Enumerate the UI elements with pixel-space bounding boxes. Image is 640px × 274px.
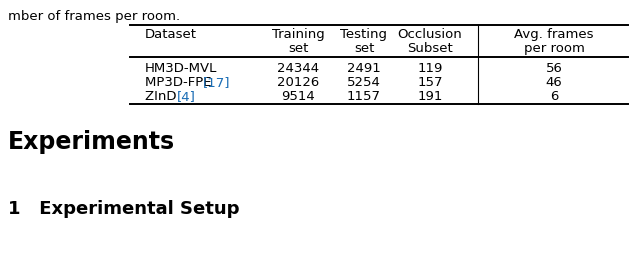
Text: 119: 119 xyxy=(417,62,443,75)
Text: 46: 46 xyxy=(546,76,563,89)
Text: [4]: [4] xyxy=(177,90,196,103)
Text: Testing: Testing xyxy=(340,28,387,41)
Text: 1   Experimental Setup: 1 Experimental Setup xyxy=(8,200,239,218)
Text: ZInD: ZInD xyxy=(145,90,180,103)
Text: HM3D-MVL: HM3D-MVL xyxy=(145,62,218,75)
Text: 6: 6 xyxy=(550,90,558,103)
Text: MP3D-FPE: MP3D-FPE xyxy=(145,76,216,89)
Text: Training: Training xyxy=(271,28,324,41)
Text: 2491: 2491 xyxy=(347,62,381,75)
Text: Occlusion: Occlusion xyxy=(397,28,462,41)
Text: Dataset: Dataset xyxy=(145,28,197,41)
Text: set: set xyxy=(354,42,374,55)
Text: 20126: 20126 xyxy=(277,76,319,89)
Text: 1157: 1157 xyxy=(347,90,381,103)
Text: set: set xyxy=(288,42,308,55)
Text: 9514: 9514 xyxy=(281,90,315,103)
Text: 5254: 5254 xyxy=(347,76,381,89)
Text: mber of frames per room.: mber of frames per room. xyxy=(8,10,180,23)
Text: [17]: [17] xyxy=(203,76,230,89)
Text: Experiments: Experiments xyxy=(8,130,175,154)
Text: 191: 191 xyxy=(417,90,443,103)
Text: per room: per room xyxy=(524,42,584,55)
Text: 24344: 24344 xyxy=(277,62,319,75)
Text: 157: 157 xyxy=(417,76,443,89)
Text: 56: 56 xyxy=(545,62,563,75)
Text: Avg. frames: Avg. frames xyxy=(515,28,594,41)
Text: Subset: Subset xyxy=(407,42,453,55)
